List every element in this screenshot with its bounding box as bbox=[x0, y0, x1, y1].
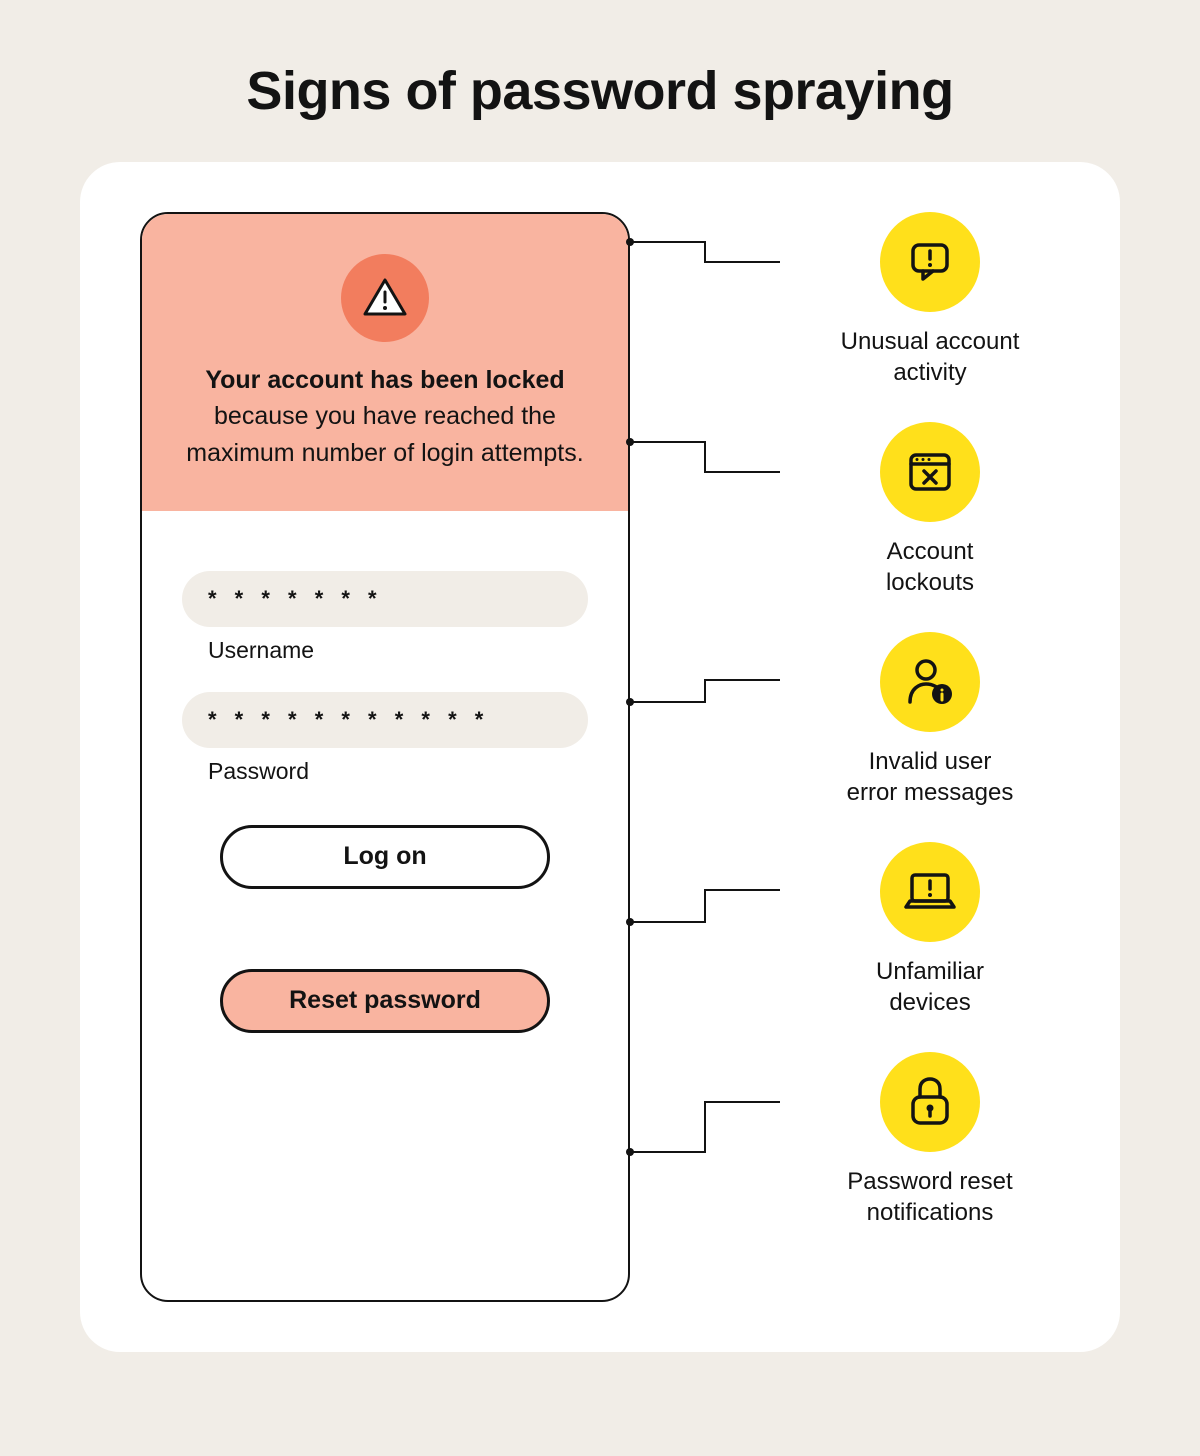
laptop-alert-icon bbox=[880, 842, 980, 942]
alert-message: Your account has been locked because you… bbox=[172, 362, 598, 471]
speech-alert-icon bbox=[880, 212, 980, 312]
page-title: Signs of password spraying bbox=[80, 60, 1120, 122]
phone-mockup: Your account has been locked because you… bbox=[140, 212, 630, 1302]
sign-invalid-user: Invalid usererror messages bbox=[780, 632, 1080, 808]
sign-unfamiliar-devices: Unfamiliardevices bbox=[780, 842, 1080, 1018]
login-button[interactable]: Log on bbox=[220, 825, 550, 889]
username-input[interactable]: * * * * * * * bbox=[182, 571, 588, 627]
login-form: * * * * * * * Username * * * * * * * * *… bbox=[142, 511, 628, 1073]
password-field-group: * * * * * * * * * * * Password bbox=[182, 692, 588, 785]
warning-icon bbox=[341, 254, 429, 342]
sign-unusual-activity: Unusual accountactivity bbox=[780, 212, 1080, 388]
infographic-card: Your account has been locked because you… bbox=[80, 162, 1120, 1352]
sign-label: Unfamiliardevices bbox=[780, 956, 1080, 1018]
reset-password-button[interactable]: Reset password bbox=[220, 969, 550, 1033]
alert-bold: Your account has been locked bbox=[205, 366, 564, 394]
user-info-icon bbox=[880, 632, 980, 732]
sign-label: Password resetnotifications bbox=[780, 1166, 1080, 1228]
sign-label: Invalid usererror messages bbox=[780, 746, 1080, 808]
lock-icon bbox=[880, 1052, 980, 1152]
sign-label: Unusual accountactivity bbox=[780, 326, 1080, 388]
username-label: Username bbox=[182, 637, 588, 664]
sign-password-reset: Password resetnotifications bbox=[780, 1052, 1080, 1228]
username-field-group: * * * * * * * Username bbox=[182, 571, 588, 664]
password-label: Password bbox=[182, 758, 588, 785]
sign-account-lockouts: Accountlockouts bbox=[780, 422, 1080, 598]
window-x-icon bbox=[880, 422, 980, 522]
password-input[interactable]: * * * * * * * * * * * bbox=[182, 692, 588, 748]
alert-rest: because you have reached the maximum num… bbox=[186, 402, 583, 466]
alert-banner: Your account has been locked because you… bbox=[142, 214, 628, 511]
sign-label: Accountlockouts bbox=[780, 536, 1080, 598]
